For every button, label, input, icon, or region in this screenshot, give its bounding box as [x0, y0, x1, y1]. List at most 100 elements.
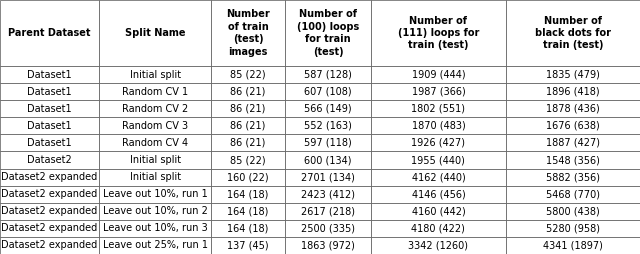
Bar: [506, 66, 640, 83]
Text: 1676 (638): 1676 (638): [546, 121, 600, 131]
Text: Random CV 2: Random CV 2: [122, 104, 188, 114]
Bar: [371, 117, 506, 134]
Text: 2423 (412): 2423 (412): [301, 189, 355, 199]
Bar: [99, 220, 211, 237]
Bar: [211, 169, 285, 186]
Text: Initial split: Initial split: [130, 172, 180, 182]
Text: Leave out 10%, run 1: Leave out 10%, run 1: [103, 189, 207, 199]
Bar: [99, 134, 211, 151]
Text: 2500 (335): 2500 (335): [301, 223, 355, 233]
Text: 85 (22): 85 (22): [230, 70, 266, 80]
Bar: [285, 151, 371, 169]
Bar: [0, 66, 99, 83]
Text: Dataset1: Dataset1: [28, 70, 72, 80]
Bar: [371, 100, 506, 117]
Bar: [0, 151, 99, 169]
Bar: [506, 220, 640, 237]
Text: 1870 (483): 1870 (483): [412, 121, 465, 131]
Bar: [0, 117, 99, 134]
Text: 1835 (479): 1835 (479): [546, 70, 600, 80]
Bar: [506, 169, 640, 186]
Bar: [506, 151, 640, 169]
Text: 164 (18): 164 (18): [227, 223, 269, 233]
Text: 4162 (440): 4162 (440): [412, 172, 465, 182]
Bar: [371, 134, 506, 151]
Bar: [99, 100, 211, 117]
Bar: [506, 0, 640, 66]
Text: Dataset2 expanded: Dataset2 expanded: [1, 241, 98, 250]
Bar: [211, 83, 285, 100]
Text: Parent Dataset: Parent Dataset: [8, 28, 91, 38]
Text: Dataset2: Dataset2: [28, 155, 72, 165]
Text: 552 (163): 552 (163): [304, 121, 352, 131]
Text: 86 (21): 86 (21): [230, 87, 266, 97]
Text: 587 (128): 587 (128): [304, 70, 352, 80]
Bar: [506, 203, 640, 220]
Text: Leave out 10%, run 3: Leave out 10%, run 3: [103, 223, 207, 233]
Bar: [285, 0, 371, 66]
Bar: [506, 100, 640, 117]
Text: 4180 (422): 4180 (422): [412, 223, 465, 233]
Bar: [506, 134, 640, 151]
Text: Dataset1: Dataset1: [28, 138, 72, 148]
Bar: [371, 169, 506, 186]
Bar: [285, 66, 371, 83]
Text: Dataset2 expanded: Dataset2 expanded: [1, 189, 98, 199]
Text: Number
of train
(test)
images: Number of train (test) images: [226, 9, 270, 57]
Bar: [506, 83, 640, 100]
Bar: [285, 186, 371, 203]
Text: 4341 (1897): 4341 (1897): [543, 241, 603, 250]
Bar: [211, 237, 285, 254]
Bar: [99, 66, 211, 83]
Text: Leave out 10%, run 2: Leave out 10%, run 2: [103, 206, 207, 216]
Bar: [371, 203, 506, 220]
Text: 164 (18): 164 (18): [227, 189, 269, 199]
Text: Initial split: Initial split: [130, 70, 180, 80]
Text: 1987 (366): 1987 (366): [412, 87, 465, 97]
Bar: [371, 83, 506, 100]
Text: 1909 (444): 1909 (444): [412, 70, 465, 80]
Bar: [285, 237, 371, 254]
Bar: [0, 220, 99, 237]
Bar: [0, 100, 99, 117]
Text: 1863 (972): 1863 (972): [301, 241, 355, 250]
Bar: [371, 66, 506, 83]
Bar: [99, 169, 211, 186]
Bar: [211, 151, 285, 169]
Bar: [0, 0, 99, 66]
Text: Random CV 4: Random CV 4: [122, 138, 188, 148]
Bar: [99, 203, 211, 220]
Text: Dataset1: Dataset1: [28, 87, 72, 97]
Bar: [371, 151, 506, 169]
Bar: [506, 186, 640, 203]
Text: 164 (18): 164 (18): [227, 206, 269, 216]
Text: Number of
(100) loops
for train
(test): Number of (100) loops for train (test): [297, 9, 359, 57]
Text: Number of
(111) loops for
train (test): Number of (111) loops for train (test): [397, 15, 479, 51]
Text: Dataset1: Dataset1: [28, 104, 72, 114]
Bar: [99, 0, 211, 66]
Text: 607 (108): 607 (108): [304, 87, 352, 97]
Text: Dataset2 expanded: Dataset2 expanded: [1, 223, 98, 233]
Text: Leave out 25%, run 1: Leave out 25%, run 1: [102, 241, 208, 250]
Text: Dataset2 expanded: Dataset2 expanded: [1, 172, 98, 182]
Text: 566 (149): 566 (149): [304, 104, 352, 114]
Text: 597 (118): 597 (118): [304, 138, 352, 148]
Text: 4146 (456): 4146 (456): [412, 189, 465, 199]
Bar: [211, 100, 285, 117]
Text: Number of
black dots for
train (test): Number of black dots for train (test): [535, 15, 611, 51]
Bar: [0, 134, 99, 151]
Bar: [211, 186, 285, 203]
Bar: [211, 117, 285, 134]
Bar: [285, 117, 371, 134]
Bar: [285, 220, 371, 237]
Text: 4160 (442): 4160 (442): [412, 206, 465, 216]
Text: 2701 (134): 2701 (134): [301, 172, 355, 182]
Text: Random CV 1: Random CV 1: [122, 87, 188, 97]
Bar: [99, 117, 211, 134]
Bar: [211, 203, 285, 220]
Text: Split Name: Split Name: [125, 28, 186, 38]
Text: Dataset2 expanded: Dataset2 expanded: [1, 206, 98, 216]
Bar: [99, 151, 211, 169]
Text: 5800 (438): 5800 (438): [546, 206, 600, 216]
Text: 600 (134): 600 (134): [304, 155, 352, 165]
